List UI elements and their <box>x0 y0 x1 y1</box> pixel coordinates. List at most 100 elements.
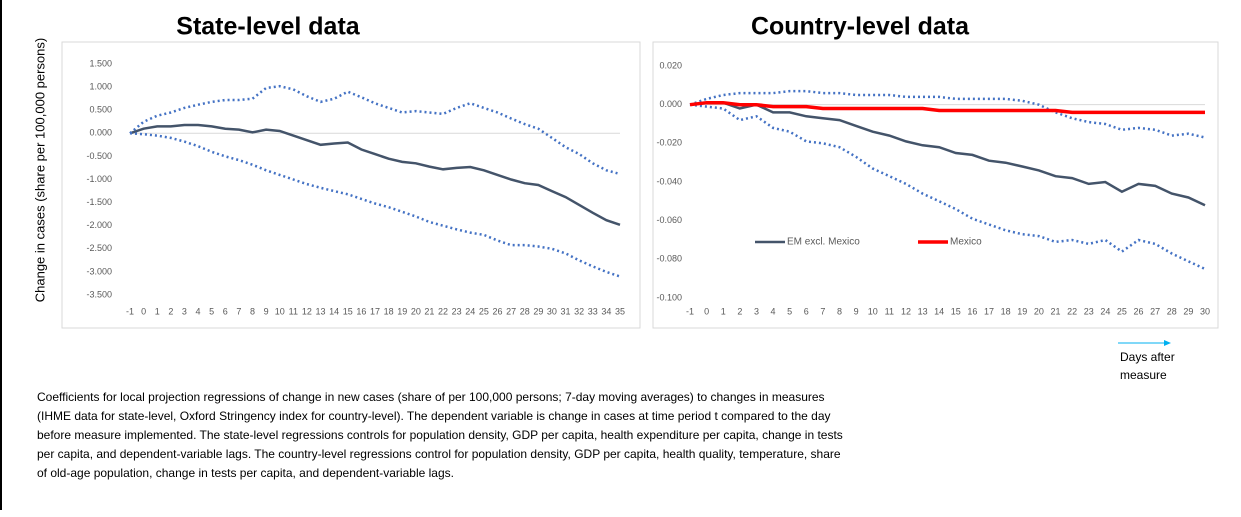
x-tick-label: 32 <box>574 306 584 316</box>
x-tick-label: 0 <box>141 306 146 316</box>
x-tick-label: 18 <box>1001 306 1011 316</box>
x-tick-label: 13 <box>918 306 928 316</box>
caption-line: Coefficients for local projection regres… <box>37 390 825 404</box>
y-tick-label: 1.000 <box>89 81 112 91</box>
y-tick-label: 0.020 <box>659 60 682 70</box>
x-tick-label: 24 <box>465 306 475 316</box>
x-tick-label: 8 <box>837 306 842 316</box>
x-tick-label: 10 <box>275 306 285 316</box>
x-tick-label: 23 <box>1084 306 1094 316</box>
caption-line: per capita, and dependent-variable lags.… <box>37 447 841 461</box>
x-tick-label: 19 <box>397 306 407 316</box>
x-tick-label: 15 <box>951 306 961 316</box>
x-tick-label: 4 <box>771 306 776 316</box>
x-tick-label: 11 <box>885 306 894 316</box>
x-tick-label: 28 <box>520 306 530 316</box>
y-tick-label: -1.000 <box>86 174 112 184</box>
chart-title: Country-level data <box>751 13 970 41</box>
series-line <box>689 103 1206 271</box>
y-tick-label: -0.500 <box>86 151 112 161</box>
x-tick-label: 20 <box>1034 306 1044 316</box>
x-tick-label: 8 <box>250 306 255 316</box>
y-tick-label: -0.060 <box>656 215 682 225</box>
x-tick-label: 31 <box>561 306 571 316</box>
x-tick-label: 27 <box>506 306 516 316</box>
arrow-head <box>1164 340 1171 346</box>
x-tick-label: -1 <box>126 306 134 316</box>
legend-label: Mexico <box>950 237 982 248</box>
caption-line: before measure implemented. The state-le… <box>37 428 843 442</box>
y-tick-label: 0.000 <box>89 128 112 138</box>
x-tick-label: 9 <box>854 306 859 316</box>
x-tick-label: 15 <box>343 306 353 316</box>
x-tick-label: 3 <box>182 306 187 316</box>
x-tick-label: 22 <box>1067 306 1077 316</box>
x-tick-label: 1 <box>721 306 726 316</box>
x-tick-label: 18 <box>384 306 394 316</box>
x-axis-label: measure <box>1120 368 1167 382</box>
x-tick-label: 14 <box>329 306 339 316</box>
x-tick-label: 17 <box>370 306 380 316</box>
x-tick-label: 22 <box>438 306 448 316</box>
y-axis-label: Change in cases (share per 100,000 perso… <box>32 38 47 303</box>
x-tick-label: 35 <box>615 306 625 316</box>
x-tick-label: 29 <box>533 306 543 316</box>
y-tick-label: -0.040 <box>656 176 682 186</box>
x-tick-label: 26 <box>1134 306 1144 316</box>
y-tick-label: -1.500 <box>86 197 112 207</box>
y-tick-label: -3.500 <box>86 289 112 299</box>
x-tick-label: 24 <box>1100 306 1110 316</box>
x-tick-label: 30 <box>1200 306 1210 316</box>
x-tick-label: 14 <box>934 306 944 316</box>
series-line <box>129 132 621 278</box>
y-tick-label: 1.500 <box>89 58 112 68</box>
x-tick-label: 25 <box>479 306 489 316</box>
chart-frame <box>652 41 1219 329</box>
legend-label: EM excl. Mexico <box>787 237 860 248</box>
x-axis-label: Days after <box>1120 350 1175 364</box>
x-tick-label: 33 <box>588 306 598 316</box>
series-line <box>129 123 621 226</box>
y-tick-label: -2.000 <box>86 220 112 230</box>
x-tick-label: 19 <box>1017 306 1027 316</box>
x-tick-label: 28 <box>1167 306 1177 316</box>
y-tick-label: -0.020 <box>656 138 682 148</box>
x-tick-label: 5 <box>209 306 214 316</box>
x-tick-label: 34 <box>601 306 611 316</box>
series-line <box>689 101 1206 207</box>
x-tick-label: 12 <box>302 306 312 316</box>
x-tick-label: 0 <box>704 306 709 316</box>
x-tick-label: 29 <box>1183 306 1193 316</box>
x-tick-label: 1 <box>155 306 160 316</box>
x-tick-label: 26 <box>492 306 502 316</box>
x-tick-label: -1 <box>686 306 694 316</box>
y-tick-label: 0.000 <box>659 99 682 109</box>
x-tick-label: 3 <box>754 306 759 316</box>
x-tick-label: 21 <box>424 306 434 316</box>
x-tick-label: 6 <box>804 306 809 316</box>
x-tick-label: 5 <box>787 306 792 316</box>
y-tick-label: -2.500 <box>86 243 112 253</box>
y-tick-label: -0.080 <box>656 254 682 264</box>
x-tick-label: 7 <box>236 306 241 316</box>
x-tick-label: 17 <box>984 306 994 316</box>
x-tick-label: 23 <box>452 306 462 316</box>
caption-line: of old-age population, change in tests p… <box>37 466 454 480</box>
x-tick-label: 4 <box>196 306 201 316</box>
x-tick-label: 16 <box>967 306 977 316</box>
x-tick-label: 2 <box>168 306 173 316</box>
x-tick-label: 27 <box>1150 306 1160 316</box>
caption-line: (IHME data for state-level, Oxford Strin… <box>37 409 831 423</box>
series-line <box>689 100 1205 115</box>
chart-title: State-level data <box>176 13 361 41</box>
series-line <box>129 84 621 176</box>
y-tick-label: -0.100 <box>656 292 682 302</box>
x-tick-label: 7 <box>820 306 825 316</box>
x-tick-label: 30 <box>547 306 557 316</box>
x-tick-label: 21 <box>1050 306 1060 316</box>
y-tick-label: -3.000 <box>86 266 112 276</box>
x-tick-label: 10 <box>868 306 878 316</box>
x-tick-label: 2 <box>737 306 742 316</box>
x-tick-label: 16 <box>356 306 366 316</box>
